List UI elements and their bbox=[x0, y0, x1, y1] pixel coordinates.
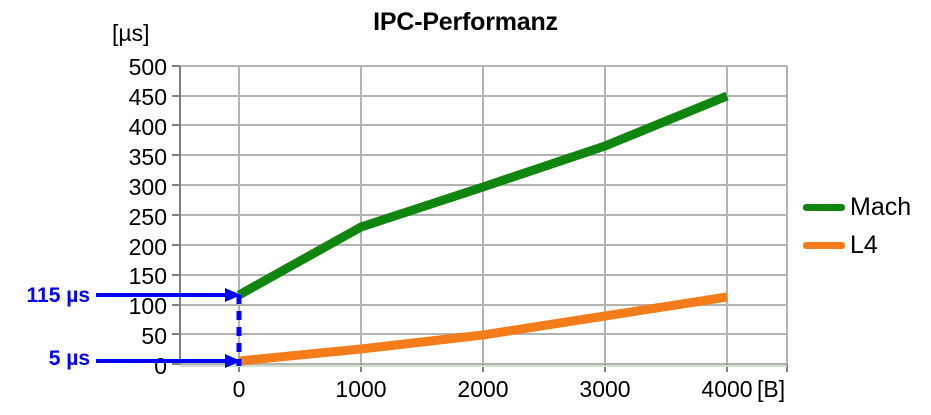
chart-legend: Mach L4 bbox=[803, 188, 931, 264]
legend-swatch-l4 bbox=[803, 241, 845, 249]
y-tick-label: 250 bbox=[128, 204, 167, 230]
y-tick-label: 50 bbox=[141, 323, 167, 349]
y-axis-ticks bbox=[172, 65, 180, 365]
x-tick-label: 1000 bbox=[335, 376, 387, 402]
legend-label-l4: L4 bbox=[850, 230, 878, 259]
annotation-arrow-head-mach bbox=[225, 288, 241, 302]
legend-item-mach: Mach bbox=[803, 188, 931, 226]
x-tick-label: 3000 bbox=[579, 376, 631, 402]
x-axis-unit-label: [B] bbox=[757, 376, 786, 402]
y-tick-label: 350 bbox=[128, 144, 167, 170]
x-tick-label: 4000 bbox=[701, 376, 753, 402]
y-tick-label: 100 bbox=[128, 293, 167, 319]
x-tick-label: 0 bbox=[232, 376, 246, 402]
annotation-label-l4: 5 µs bbox=[48, 347, 90, 370]
legend-label-mach: Mach bbox=[850, 192, 912, 221]
y-tick-label: 400 bbox=[128, 114, 167, 140]
y-axis-tick-labels: 500 450 400 350 300 250 200 150 100 50 0 bbox=[95, 0, 167, 415]
y-tick-label: 300 bbox=[128, 174, 167, 200]
annotation-label-mach: 115 µs bbox=[26, 284, 91, 307]
series-line-mach bbox=[236, 91, 729, 299]
series-line-l4 bbox=[238, 292, 728, 366]
legend-swatch-mach bbox=[803, 203, 845, 211]
legend-item-l4: L4 bbox=[803, 226, 931, 264]
y-tick-label: 500 bbox=[128, 54, 167, 80]
y-tick-label: 200 bbox=[128, 234, 167, 260]
y-tick-label: 450 bbox=[128, 84, 167, 110]
y-axis-unit-label: [µs] bbox=[112, 20, 150, 46]
x-tick-label: 2000 bbox=[457, 376, 509, 402]
chart-title: IPC-Performanz bbox=[373, 8, 558, 36]
y-tick-label: 150 bbox=[128, 263, 167, 289]
annotation-arrow-head-l4 bbox=[225, 354, 241, 368]
annotation-markers bbox=[96, 288, 242, 368]
